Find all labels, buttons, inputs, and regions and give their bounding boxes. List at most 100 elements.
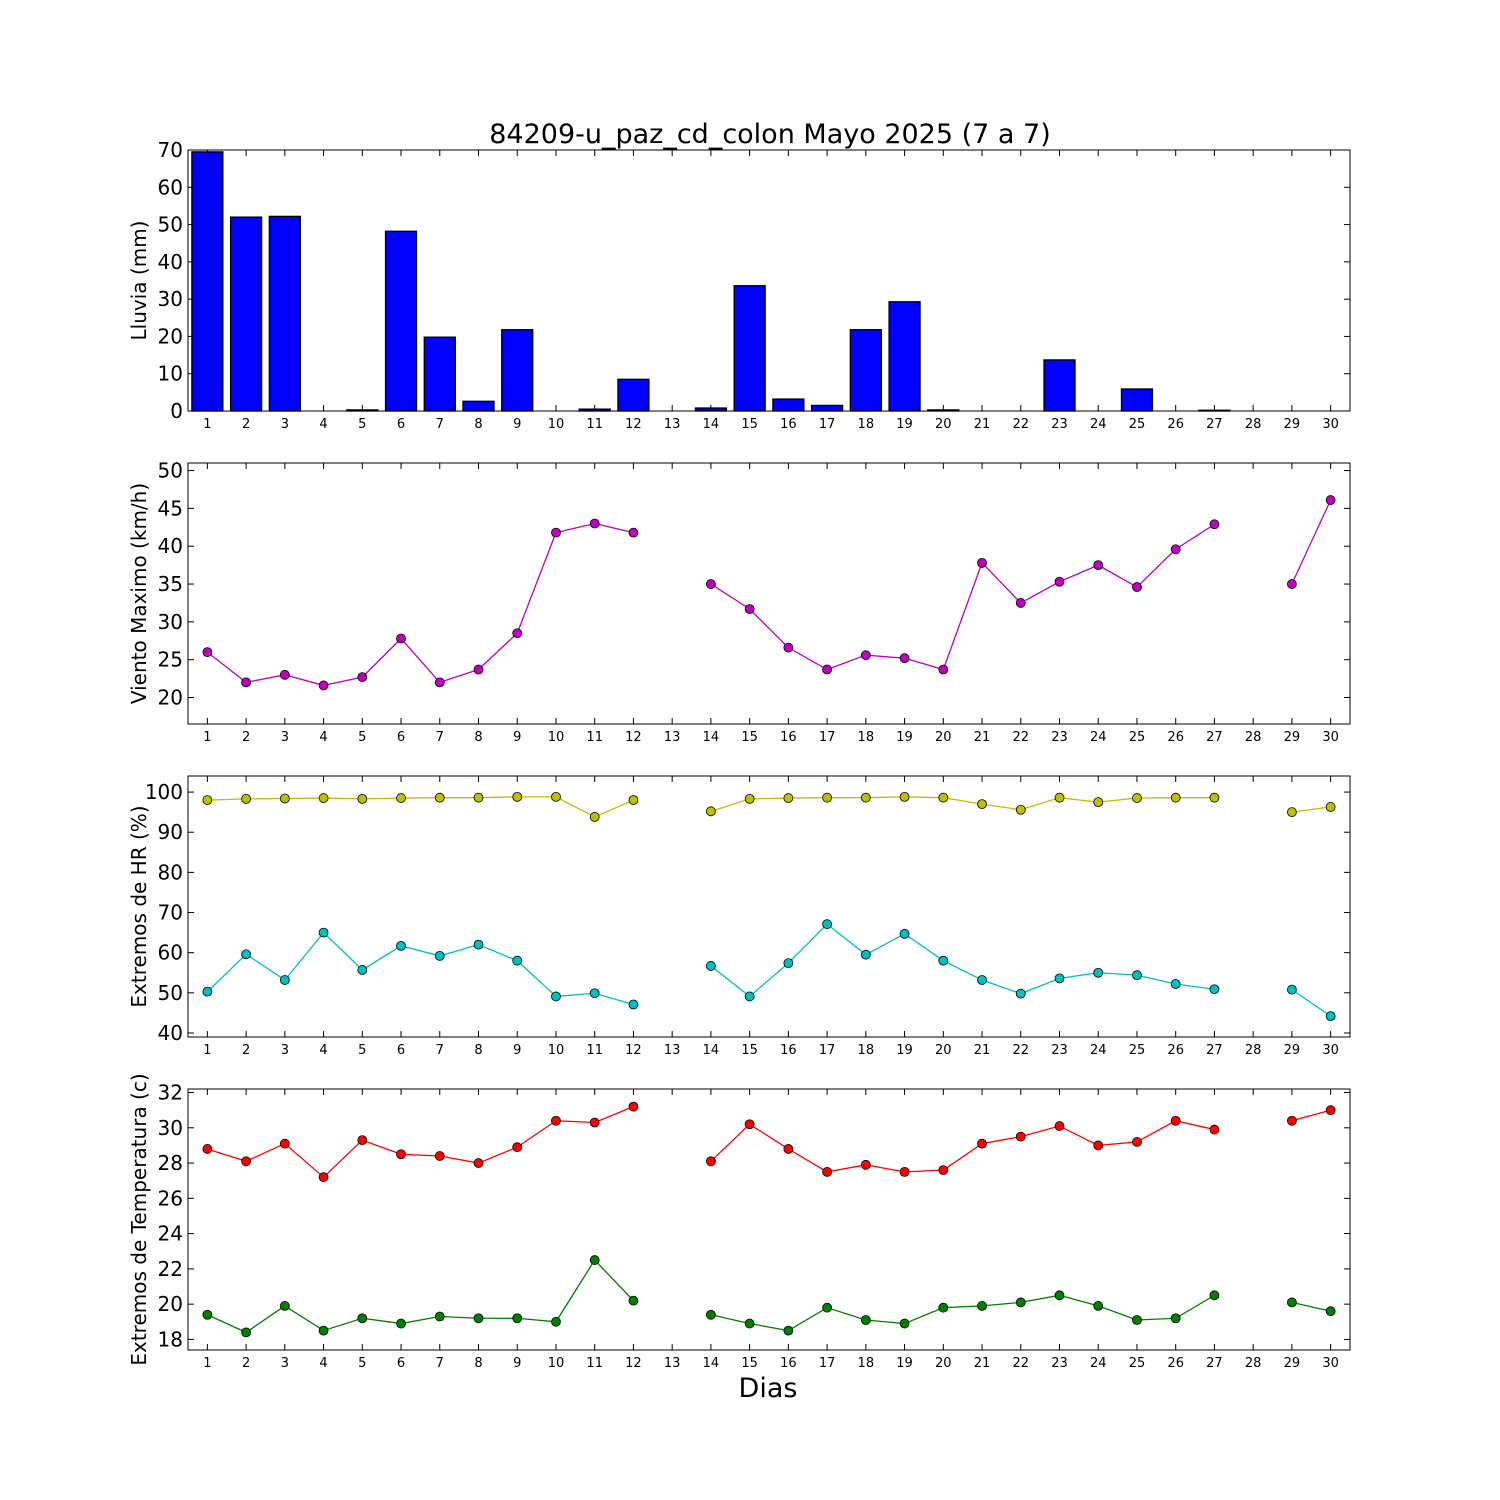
x-tick-label: 23 bbox=[1051, 1356, 1068, 1371]
x-tick-label: 16 bbox=[780, 1356, 797, 1371]
data-point bbox=[512, 628, 523, 639]
data-point bbox=[1054, 792, 1065, 803]
x-tick-label: 4 bbox=[319, 730, 327, 745]
x-tick-label: 24 bbox=[1090, 1043, 1107, 1058]
data-point bbox=[396, 1149, 406, 1160]
x-tick-label: 14 bbox=[703, 730, 720, 745]
x-tick-label: 9 bbox=[513, 1043, 521, 1058]
x-tick-label: 15 bbox=[741, 730, 758, 745]
data-point bbox=[1015, 988, 1026, 999]
bar bbox=[1120, 388, 1154, 412]
x-tick-label: 15 bbox=[741, 417, 758, 432]
x-tick-label: 19 bbox=[896, 1043, 913, 1058]
data-point bbox=[1325, 495, 1336, 505]
data-point bbox=[1287, 1115, 1297, 1126]
data-point bbox=[977, 1301, 987, 1311]
x-tick-label: 10 bbox=[548, 730, 565, 745]
x-tick-label: 26 bbox=[1167, 417, 1184, 432]
bar bbox=[346, 409, 379, 412]
data-point bbox=[202, 795, 213, 805]
x-tick-label: 11 bbox=[586, 1043, 603, 1058]
data-point bbox=[628, 527, 639, 538]
y-tick-label: 40 bbox=[158, 534, 183, 558]
x-tick-label: 27 bbox=[1206, 730, 1223, 745]
x-tick-label: 4 bbox=[319, 1356, 327, 1371]
data-point bbox=[589, 1255, 600, 1265]
data-point bbox=[860, 1315, 871, 1325]
y-tick-label: 30 bbox=[158, 1116, 183, 1140]
bar bbox=[501, 329, 534, 412]
data-point bbox=[706, 1156, 716, 1167]
x-tick-label: 1 bbox=[203, 1043, 211, 1058]
data-point bbox=[977, 1138, 987, 1149]
data-point bbox=[1209, 792, 1220, 803]
x-tick-label: 13 bbox=[664, 1043, 681, 1058]
data-point bbox=[1093, 967, 1104, 978]
x-tick-label: 28 bbox=[1245, 1356, 1262, 1371]
data-point bbox=[628, 1295, 639, 1306]
y-tick-label: 10 bbox=[158, 362, 183, 386]
data-point bbox=[1325, 1105, 1336, 1116]
x-tick-label: 21 bbox=[974, 1356, 991, 1371]
x-tick-label: 8 bbox=[474, 1356, 482, 1371]
y-tick-label: 50 bbox=[158, 213, 183, 237]
x-tick-label: 19 bbox=[896, 730, 913, 745]
data-point bbox=[1132, 1137, 1142, 1147]
chart-title: 84209-u_paz_cd_colon Mayo 2025 (7 a 7) bbox=[489, 119, 1051, 150]
data-point bbox=[628, 1101, 639, 1112]
data-point bbox=[1093, 797, 1104, 807]
x-tick-label: 11 bbox=[586, 730, 603, 745]
bar bbox=[423, 336, 456, 412]
x-tick-label: 7 bbox=[436, 417, 444, 432]
data-point bbox=[938, 1165, 949, 1176]
data-point bbox=[1325, 1011, 1336, 1022]
x-tick-label: 2 bbox=[242, 730, 250, 745]
data-point bbox=[706, 806, 716, 817]
x-tick-label: 10 bbox=[548, 1043, 565, 1058]
x-tick-label: 2 bbox=[242, 417, 250, 432]
data-point bbox=[938, 955, 949, 966]
y-tick-label: 80 bbox=[158, 860, 183, 884]
data-point bbox=[318, 1325, 329, 1336]
x-tick-label: 22 bbox=[1012, 1356, 1029, 1371]
data-point bbox=[1325, 802, 1336, 812]
x-tick-label: 16 bbox=[780, 730, 797, 745]
data-point bbox=[822, 919, 832, 930]
x-tick-label: 9 bbox=[513, 417, 521, 432]
data-point bbox=[241, 949, 252, 960]
x-tick-label: 26 bbox=[1167, 1043, 1184, 1058]
y-tick-label: 70 bbox=[158, 138, 183, 162]
x-tick-label: 26 bbox=[1167, 1356, 1184, 1371]
y-tick-label: 50 bbox=[158, 981, 183, 1005]
data-point bbox=[357, 793, 368, 804]
data-point bbox=[551, 991, 561, 1002]
x-tick-label: 12 bbox=[625, 730, 642, 745]
x-tick-label: 8 bbox=[474, 1043, 482, 1058]
bar bbox=[1198, 409, 1231, 412]
x-tick-label: 20 bbox=[935, 417, 952, 432]
x-tick-label: 13 bbox=[664, 417, 681, 432]
x-tick-label: 12 bbox=[625, 1043, 642, 1058]
x-tick-label: 8 bbox=[474, 730, 482, 745]
data-point bbox=[860, 792, 871, 803]
data-point bbox=[434, 677, 445, 688]
x-tick-label: 21 bbox=[974, 1043, 991, 1058]
x-tick-label: 30 bbox=[1322, 1356, 1339, 1371]
x-tick-label: 28 bbox=[1245, 730, 1262, 745]
data-point bbox=[1287, 807, 1297, 818]
x-tick-label: 12 bbox=[625, 1356, 642, 1371]
bar bbox=[888, 301, 921, 412]
y-tick-label: 40 bbox=[158, 250, 183, 274]
x-tick-label: 10 bbox=[548, 1356, 565, 1371]
x-tick-label: 7 bbox=[436, 1356, 444, 1371]
data-point bbox=[1209, 984, 1220, 995]
x-tick-label: 14 bbox=[703, 1043, 720, 1058]
data-point bbox=[241, 793, 252, 804]
series-line-1 bbox=[207, 1106, 1331, 1179]
x-tick-label: 15 bbox=[741, 1043, 758, 1058]
data-point bbox=[357, 965, 368, 975]
x-tick-label: 28 bbox=[1245, 417, 1262, 432]
data-point bbox=[938, 664, 949, 675]
x-tick-label: 30 bbox=[1322, 417, 1339, 432]
